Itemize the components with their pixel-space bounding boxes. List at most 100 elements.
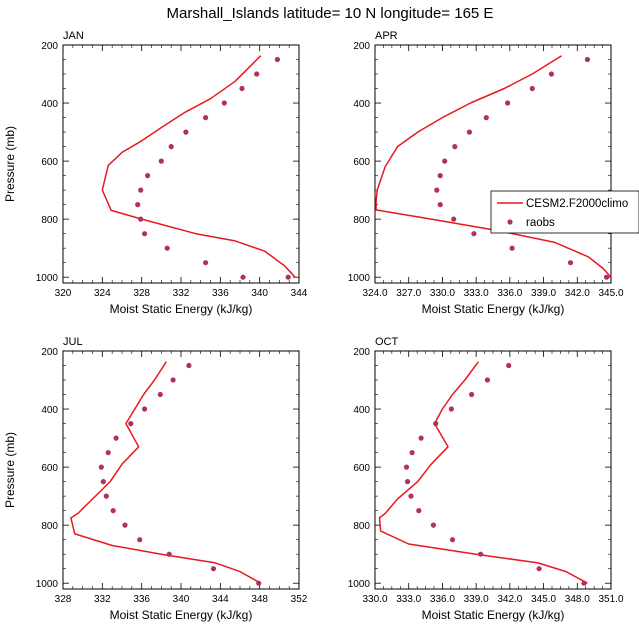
raobs-point xyxy=(483,115,489,121)
raobs-point xyxy=(203,260,209,266)
raobs-point xyxy=(416,508,422,514)
raobs-point xyxy=(466,129,472,135)
legend-marker-label: raobs xyxy=(526,217,555,229)
x-tick-label: 324 xyxy=(94,288,111,299)
x-tick-label: 348 xyxy=(251,594,268,605)
y-tick-label: 400 xyxy=(41,99,58,110)
raobs-point xyxy=(168,144,174,150)
raobs-point xyxy=(110,508,116,514)
x-tick-label: 336 xyxy=(133,594,150,605)
raobs-point xyxy=(135,202,141,208)
y-tick-label: 400 xyxy=(41,405,58,416)
panels: JAN 320 324 328 332 336 340 344 200 400 600 800 1000… xyxy=(3,30,624,622)
raobs-point xyxy=(210,566,217,572)
raobs-point xyxy=(603,274,610,280)
y-tick-label: 1000 xyxy=(348,273,371,284)
raobs-point xyxy=(203,115,209,121)
x-tick-label: 333.0 xyxy=(396,594,421,605)
raobs-point xyxy=(100,479,106,485)
y-tick-label: 200 xyxy=(353,41,370,52)
y-tick-label: 200 xyxy=(41,347,58,358)
x-axis-label: Moist Static Energy (kJ/kg) xyxy=(110,302,253,316)
y-tick-label: 200 xyxy=(41,41,58,52)
legend-marker-swatch xyxy=(507,219,513,225)
raobs-point xyxy=(240,274,246,280)
x-tick-label: 330.0 xyxy=(430,288,455,299)
raobs-point xyxy=(536,566,542,572)
raobs-point xyxy=(138,187,144,193)
raobs-point xyxy=(405,479,411,485)
raobs-point xyxy=(183,129,189,135)
y-tick-label: 200 xyxy=(353,347,370,358)
model-line xyxy=(375,55,612,278)
raobs-point xyxy=(113,435,119,441)
x-tick-label: 344 xyxy=(212,594,229,605)
y-tick-label: 1000 xyxy=(348,579,371,590)
raobs-point xyxy=(506,362,512,369)
raobs-point xyxy=(567,260,574,266)
raobs-point xyxy=(408,493,414,499)
raobs-point xyxy=(505,100,511,106)
raobs-point xyxy=(584,56,591,63)
raobs-point xyxy=(164,245,170,251)
raobs-point xyxy=(105,450,111,456)
raobs-point xyxy=(221,100,227,106)
raobs-point xyxy=(409,450,415,456)
figure-title: Marshall_Islands latitude= 10 N longitud… xyxy=(167,5,494,22)
x-tick-label: 332 xyxy=(94,594,111,605)
panel-oct: OCT 330.0 333.0 336.0 339.0 342.0 345.0 348.0 35… xyxy=(348,336,624,622)
raobs-point xyxy=(484,377,490,383)
raobs-point xyxy=(145,173,151,179)
x-tick-label: 345.0 xyxy=(531,594,556,605)
raobs-point xyxy=(157,391,163,398)
raobs-point xyxy=(128,421,134,427)
legend-box xyxy=(490,190,639,234)
x-tick-label: 332 xyxy=(173,288,190,299)
panel-jan: JAN 320 324 328 332 336 340 344 200 400 600 800 1000… xyxy=(3,30,308,316)
raobs-point xyxy=(158,158,164,164)
raobs-point xyxy=(186,362,192,369)
raobs-point xyxy=(285,274,291,280)
raobs-point xyxy=(274,56,280,63)
raobs-point xyxy=(448,406,454,412)
model-line xyxy=(70,361,262,584)
x-tick-label: 324.0 xyxy=(362,288,387,299)
x-tick-label: 328 xyxy=(55,594,72,605)
raobs-point xyxy=(103,493,109,499)
raobs-point xyxy=(138,216,144,222)
model-line xyxy=(378,361,588,584)
raobs-point xyxy=(403,464,410,470)
legend: CESM2.F2000climo raobs xyxy=(490,190,639,234)
raobs-point xyxy=(509,245,515,251)
raobs-point xyxy=(166,551,172,557)
raobs-point xyxy=(434,187,440,193)
x-axis-label: Moist Static Energy (kJ/kg) xyxy=(422,302,565,316)
x-tick-label: 330.0 xyxy=(362,594,387,605)
x-axis-label: Moist Static Energy (kJ/kg) xyxy=(422,608,565,622)
y-tick-label: 600 xyxy=(353,157,370,168)
x-tick-label: 352 xyxy=(291,594,308,605)
y-tick-label: 800 xyxy=(41,215,58,226)
x-tick-label: 342.0 xyxy=(565,288,590,299)
raobs-point xyxy=(471,231,477,237)
x-axis-label: Moist Static Energy (kJ/kg) xyxy=(110,608,253,622)
raobs-point xyxy=(239,85,245,92)
plot-frame xyxy=(374,44,612,284)
y-tick-label: 400 xyxy=(353,99,370,110)
raobs-point xyxy=(137,537,143,543)
raobs-point xyxy=(451,216,457,222)
raobs-point xyxy=(433,421,439,427)
x-tick-label: 327.0 xyxy=(396,288,421,299)
x-tick-label: 336.0 xyxy=(430,594,455,605)
y-tick-label: 1000 xyxy=(36,579,59,590)
raobs-point xyxy=(142,406,148,412)
panel-jul: JUL 328 332 336 340 344 348 352 200 400 600 800 1000… xyxy=(3,336,308,622)
panel-label: APR xyxy=(375,30,398,42)
x-tick-label: 328 xyxy=(133,288,150,299)
y-axis-label: Pressure (mb) xyxy=(3,432,17,508)
x-tick-label: 345.0 xyxy=(598,288,623,299)
raobs-point xyxy=(142,231,148,237)
y-tick-label: 1000 xyxy=(36,273,59,284)
raobs-point xyxy=(529,85,535,92)
